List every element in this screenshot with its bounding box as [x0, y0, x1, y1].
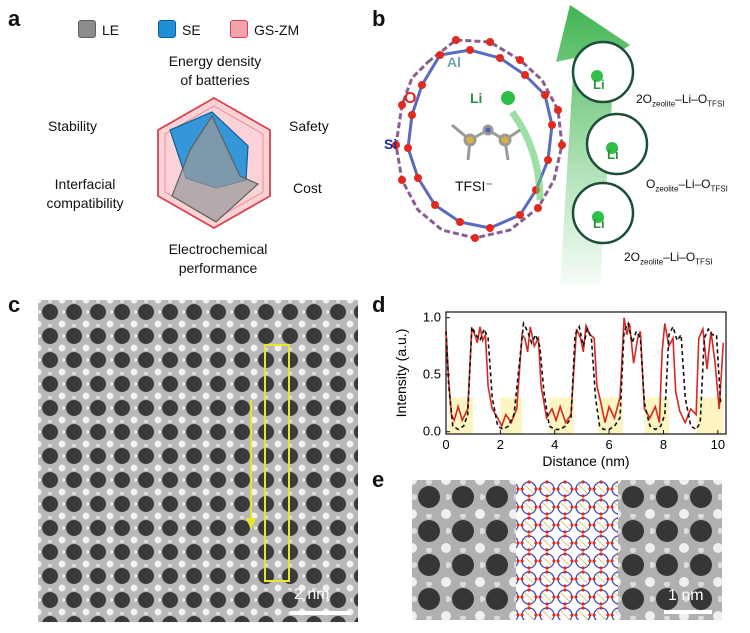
- y-tick-label-0: 0.0: [423, 424, 441, 439]
- stem-e-right: [618, 480, 722, 620]
- x-tick-label-3: 6: [605, 437, 612, 452]
- axis-electrochemical-performance: Electrochemical performance: [168, 241, 268, 276]
- axis-energy-density: Energy density of batteries: [168, 53, 262, 88]
- tfsi-molecule: [451, 123, 521, 161]
- radar-chart: [157, 96, 271, 230]
- oxygen-atoms: [392, 36, 566, 242]
- scalebar-c-label: 2 nm: [294, 586, 330, 603]
- coordination-circle-1: [571, 40, 635, 104]
- coord1-sub-zeolite: zeolite: [652, 99, 676, 109]
- coord-li-label-3: Li: [593, 216, 605, 231]
- scalebar-e: [664, 610, 712, 614]
- axis-safety: Safety: [289, 118, 329, 134]
- x-tick-label-0: 0: [442, 437, 449, 452]
- coord2-sub-tfsi: TFSI: [710, 184, 728, 194]
- plot-frame: [445, 311, 727, 435]
- coord3-sub-tfsi: TFSI: [695, 257, 713, 267]
- panel-e-label: e: [372, 467, 385, 492]
- axis-cost: Cost: [293, 180, 322, 196]
- stem-image-c: [38, 300, 358, 622]
- axis-stability: Stability: [48, 118, 98, 134]
- coord1-sub-tfsi: TFSI: [707, 99, 725, 109]
- panel-b-label: b: [372, 6, 386, 31]
- atom-label-si: Si: [384, 136, 398, 152]
- coordination-label-2: Ozeolite–Li–OTFSI: [646, 177, 728, 193]
- li-atom-center: [501, 91, 515, 105]
- x-tick-label-2: 4: [551, 437, 558, 452]
- x-tick-label-4: 8: [660, 437, 667, 452]
- coord2-sub-zeolite: zeolite: [655, 184, 679, 194]
- panel-a-label: a: [8, 6, 21, 31]
- y-axis-label: Intensity (a.u.): [393, 329, 409, 418]
- profile-arrowhead: [246, 518, 256, 530]
- atom-label-li: Li: [470, 90, 483, 106]
- panel-c-label: c: [8, 292, 21, 317]
- series-line-experimental: [445, 317, 725, 429]
- coord-li-label-2: Li: [607, 147, 619, 162]
- legend-se-swatch: [158, 20, 176, 38]
- stem-image-e: [412, 480, 722, 620]
- y-tick-label-1: 0.5: [423, 367, 441, 382]
- coordination-label-1: 2Ozeolite–Li–OTFSI: [636, 92, 725, 108]
- scalebar-e-label: 1 nm: [668, 587, 704, 604]
- legend-se-label: SE: [182, 22, 201, 38]
- highlight-band-1: [500, 397, 523, 434]
- atom-label-o: O: [404, 90, 417, 107]
- coord-li-label-1: Li: [593, 77, 605, 92]
- legend-se: SE: [158, 20, 201, 38]
- lattice-texture-c: [38, 300, 358, 622]
- anion-label-tfsi: TFSI⁻: [455, 178, 493, 194]
- line-profile-box: [264, 344, 290, 582]
- series-line-simulated: [445, 320, 722, 431]
- axis-interfacial-compatibility: Interfacial compatibility: [46, 176, 124, 211]
- legend-le-swatch: [78, 20, 96, 38]
- legend-le: LE: [78, 20, 119, 38]
- stem-e-left: [412, 480, 516, 620]
- structure-model-overlay: [516, 480, 618, 620]
- coord2-mid: –Li–O: [678, 177, 711, 191]
- coordination-label-3: 2Ozeolite–Li–OTFSI: [624, 250, 713, 266]
- x-tick-label-5: 10: [711, 437, 725, 452]
- zeolite-structure: [392, 5, 649, 285]
- y-tick-label-2: 1.0: [423, 310, 441, 325]
- small-green-arrow: [509, 109, 544, 201]
- x-axis-label: Distance (nm): [542, 453, 629, 469]
- legend-gszm-label: GS-ZM: [254, 22, 300, 38]
- scalebar-c: [290, 611, 350, 615]
- coord2-prefix: O: [646, 177, 656, 191]
- panel-d-label: d: [372, 292, 386, 317]
- legend-gszm: GS-ZM: [230, 20, 299, 38]
- x-tick-label-1: 2: [497, 437, 504, 452]
- coord1-mid: –Li–O: [675, 92, 708, 106]
- coordination-circle-2: [585, 112, 649, 176]
- atom-label-al: Al: [447, 54, 461, 70]
- radar-le-area: [171, 114, 260, 223]
- coord1-prefix: 2O: [636, 92, 653, 106]
- coord3-mid: –Li–O: [663, 250, 696, 264]
- coord3-sub-zeolite: zeolite: [640, 257, 664, 267]
- intensity-profile-chart: 0 2 4 6 8 10 0.0 0.5 1.0 Distance (nm) Intensity (…: [393, 310, 727, 469]
- legend-gszm-swatch: [230, 20, 248, 38]
- coord3-prefix: 2O: [624, 250, 641, 264]
- coordination-circle-3: [571, 181, 635, 245]
- legend-le-label: LE: [102, 22, 120, 38]
